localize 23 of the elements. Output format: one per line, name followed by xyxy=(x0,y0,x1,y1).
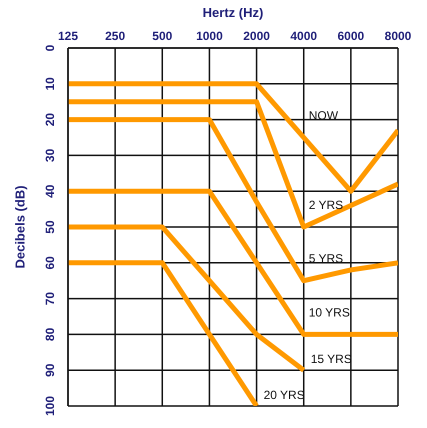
x-tick-label: 125 xyxy=(58,29,78,43)
y-axis-title: Decibels (dB) xyxy=(12,185,28,269)
y-tick-label: 10 xyxy=(43,76,57,90)
x-tick-label: 6000 xyxy=(338,29,365,43)
x-tick-label: 250 xyxy=(105,29,126,43)
series-label: 2 YRS xyxy=(308,198,344,212)
x-tick-label: 1000 xyxy=(196,29,224,43)
y-tick-label: 0 xyxy=(43,44,57,52)
y-tick-label: 90 xyxy=(43,363,57,377)
x-tick-label: 2000 xyxy=(243,29,270,43)
series-label: 10 YRS xyxy=(308,305,350,320)
y-tick-label: 70 xyxy=(43,292,57,306)
y-tick-label: 30 xyxy=(43,148,57,162)
y-tick-label: 80 xyxy=(43,327,57,342)
y-tick-label: 100 xyxy=(43,396,57,416)
y-tick-label: 40 xyxy=(43,184,57,198)
x-axis-title: Hertz (Hz) xyxy=(202,5,264,20)
x-tick-label: 500 xyxy=(152,29,173,43)
y-tick-label: 50 xyxy=(43,220,57,234)
y-tick-label: 20 xyxy=(43,112,57,126)
x-tick-label: 8000 xyxy=(384,29,412,43)
y-tick-label: 60 xyxy=(43,256,57,270)
x-tick-label: 4000 xyxy=(290,29,318,43)
